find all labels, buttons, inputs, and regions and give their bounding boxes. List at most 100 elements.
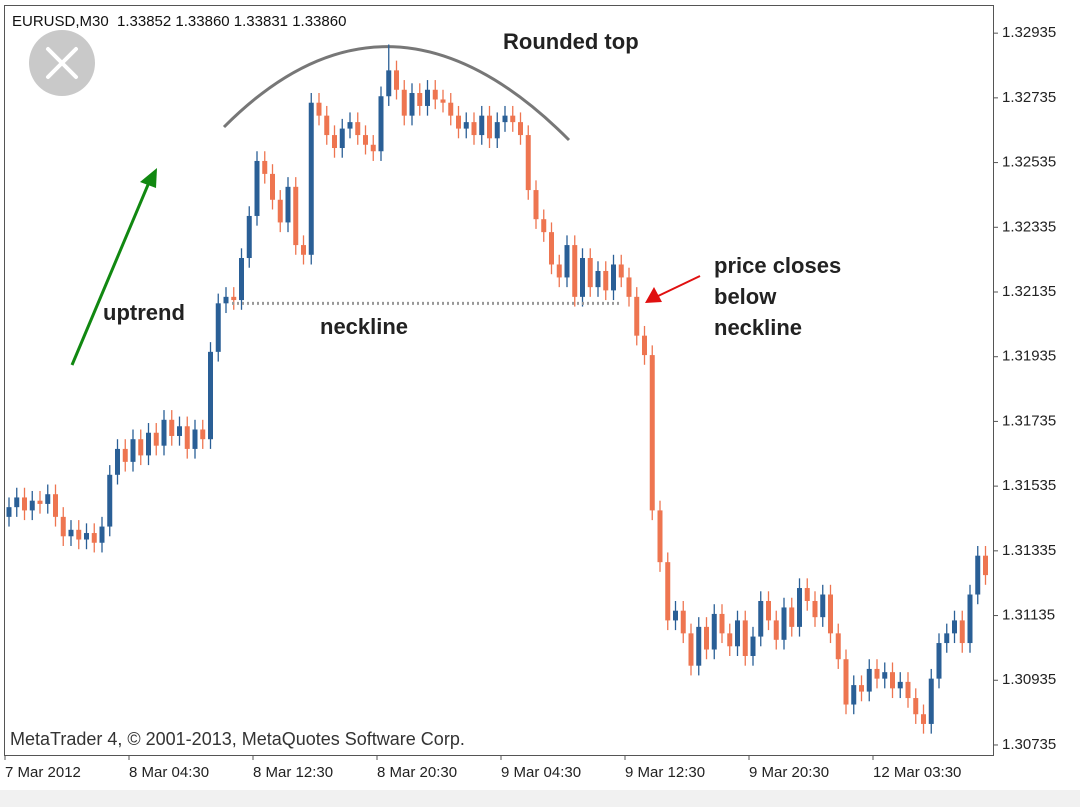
candle-body [719,613,725,634]
y-tick-label: 1.32735 [1002,89,1056,106]
candle-body [634,296,640,336]
candle-body [339,128,345,149]
candle-body [169,419,175,436]
rounded-top-arc [222,45,571,142]
uptrend-arrowhead [140,168,157,188]
candle-body [859,685,864,692]
candle-body [231,296,237,301]
y-tick-label: 1.31335 [1002,542,1056,559]
candle-body [657,510,663,563]
candle-body [897,681,903,689]
candle-body [618,264,624,278]
candle-body [22,497,27,511]
candle-body [587,258,593,288]
candle-body [254,160,260,216]
candle-body [99,526,105,543]
candle-body [642,335,647,356]
candle-body [130,439,136,462]
candle-body [595,270,601,288]
candle-body [510,115,516,123]
candle-body [572,245,578,297]
candle-body [742,620,748,656]
y-tick-label: 1.30935 [1002,671,1056,688]
candle-body [409,93,415,116]
candle-body [479,115,485,136]
candle-body [308,102,314,255]
candle-body [262,160,268,174]
candle-body [921,714,926,724]
candle-body [60,516,66,537]
candle-body [851,685,857,705]
candle-body [797,588,802,627]
candle-body [944,633,950,644]
y-tick-label: 1.32135 [1002,283,1056,300]
candle-body [68,529,74,537]
candle-body [270,173,275,200]
x-tick-label: 8 Mar 12:30 [253,764,333,781]
candle-body [564,245,570,278]
candle-body [386,70,392,97]
candle-body [177,426,182,436]
annotation-line: price closes [714,253,841,278]
copyright: MetaTrader 4, © 2001-2013, MetaQuotes So… [10,729,465,749]
candle-body [758,600,764,637]
candle-body [735,620,740,647]
neckline-label: neckline [320,314,408,339]
candle-body [905,681,911,699]
candle-body [138,439,144,456]
candle-body [115,448,120,475]
header: EURUSD,M30 1.33852 1.33860 1.33831 1.338… [12,13,346,30]
candle-body [843,659,849,705]
candle-body [975,555,981,595]
candle-body [487,115,492,139]
candle-body [146,432,151,456]
candle-body [766,600,771,621]
candle-body [208,351,213,440]
candle-body [293,186,299,246]
x-tick-label: 12 Mar 03:30 [873,764,961,781]
candle-body [84,533,89,540]
candle-body [812,600,818,618]
candle-body [301,245,306,255]
uptrend-label: uptrend [103,300,185,325]
y-tick-label: 1.31735 [1002,412,1056,429]
pointer-arrowhead [645,287,662,303]
candle-body [967,594,973,644]
candle-body [525,135,531,191]
candle-body [502,115,508,123]
candle-body [246,215,252,259]
uptrend-arrow [70,179,152,366]
candle-body [680,610,686,634]
candle-body [378,96,384,152]
candle-body [665,562,671,621]
candle-body [928,678,934,724]
candle-body [184,426,190,449]
candle-body [347,122,353,129]
candles [6,44,988,734]
candle-body [6,507,12,517]
candle-body [711,613,717,650]
candle-body [394,70,399,90]
candle-body [153,432,159,446]
plot-frame [4,5,994,756]
x-tick-label: 7 Mar 2012 [5,764,81,781]
x-tick-label: 9 Mar 12:30 [625,764,705,781]
candle-body [192,429,198,449]
bottom-bar [0,790,1080,807]
candle-body [773,620,779,640]
candle-body [959,620,965,644]
candle-body [835,633,841,660]
candle-body [91,533,97,543]
y-tick-label: 1.32935 [1002,24,1056,41]
candle-body [789,607,795,627]
candle-body [611,264,616,291]
candle-body [37,500,43,504]
candle-body [541,219,547,233]
candle-body [750,636,756,656]
candle-body [332,135,337,149]
x-tick-label: 8 Mar 20:30 [377,764,457,781]
candle-body [952,620,957,634]
candle-body [518,122,523,136]
candle-body [29,500,35,511]
candle-body [882,672,888,679]
